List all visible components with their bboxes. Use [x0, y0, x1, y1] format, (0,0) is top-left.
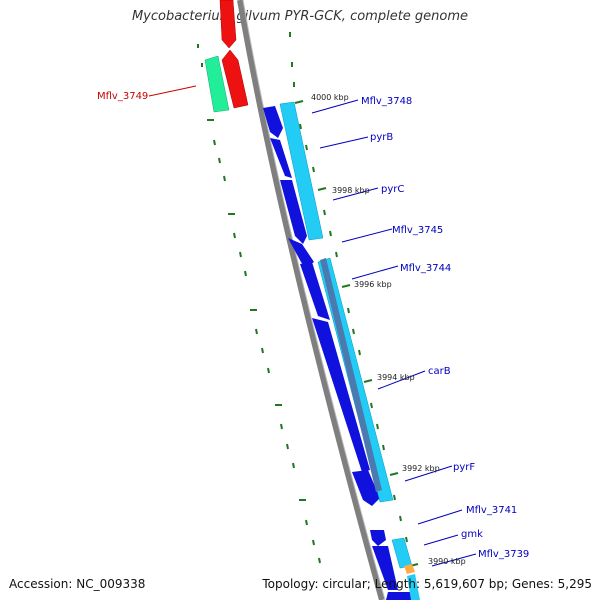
genome-backbone-highlight	[242, 0, 386, 600]
gene-label-pyrb[interactable]: pyrB	[370, 132, 393, 143]
gene-label-pyrc[interactable]: pyrC	[381, 184, 404, 195]
gene-label-mflv3745[interactable]: Mflv_3745	[392, 225, 443, 236]
genome-backbone	[237, 0, 385, 600]
gene-blue-mflv3739[interactable]	[372, 546, 398, 590]
page-title: Mycobacterium gilvum PYR-GCK, complete g…	[131, 9, 469, 24]
gene-red-top[interactable]	[219, 0, 237, 49]
gene-steel-strip[interactable]	[320, 258, 382, 492]
gene-blue-gmk[interactable]	[370, 530, 386, 546]
gene-cyan-bottom[interactable]	[391, 537, 413, 569]
inner-tick-ring	[197, 44, 321, 564]
gene-red-mflv3749[interactable]	[221, 49, 249, 109]
gene-label-mflv3741[interactable]: Mflv_3741	[466, 505, 517, 516]
kbp-label-3996: 3996 kbp	[354, 280, 392, 289]
outer-tick-ring	[289, 32, 419, 567]
gene-blue-5[interactable]	[300, 262, 330, 320]
gene-label-mflv3749[interactable]: Mflv_3749	[97, 91, 148, 102]
kbp-label-4000: 4000 kbp	[311, 93, 349, 102]
gene-label-mflv3739[interactable]: Mflv_3739	[478, 549, 529, 560]
genome-summary-text: Topology: circular; Length: 5,619,607 bp…	[262, 577, 592, 591]
kbp-label-3994: 3994 kbp	[377, 373, 415, 382]
gene-cyan-tail[interactable]	[407, 574, 420, 600]
gene-blue-carB[interactable]	[312, 318, 370, 472]
kbp-label-3998: 3998 kbp	[332, 186, 370, 195]
gene-label-gmk[interactable]: gmk	[461, 529, 483, 540]
gene-blue-4[interactable]	[288, 238, 314, 268]
gene-label-mflv3748[interactable]: Mflv_3748	[361, 96, 412, 107]
gene-orange[interactable]	[404, 564, 415, 574]
gene-blue-pyrF[interactable]	[352, 470, 380, 506]
gene-teal-mflv3749[interactable]	[204, 55, 230, 113]
gene-label-carb[interactable]: carB	[428, 366, 451, 377]
gene-blue-1[interactable]	[263, 106, 283, 138]
gene-blue-2[interactable]	[270, 138, 292, 178]
label-connectors	[148, 85, 477, 567]
gene-cyan-1[interactable]	[279, 101, 324, 241]
kbp-label-3990: 3990 kbp	[428, 557, 466, 566]
gene-label-pyrf[interactable]: pyrF	[453, 462, 475, 473]
kbp-label-3992: 3992 kbp	[402, 464, 440, 473]
accession-text: Accession: NC_009338	[9, 577, 146, 591]
gene-blue-bottom[interactable]	[386, 592, 412, 600]
gene-blue-3[interactable]	[280, 180, 307, 244]
gene-label-mflv3744[interactable]: Mflv_3744	[400, 263, 451, 274]
